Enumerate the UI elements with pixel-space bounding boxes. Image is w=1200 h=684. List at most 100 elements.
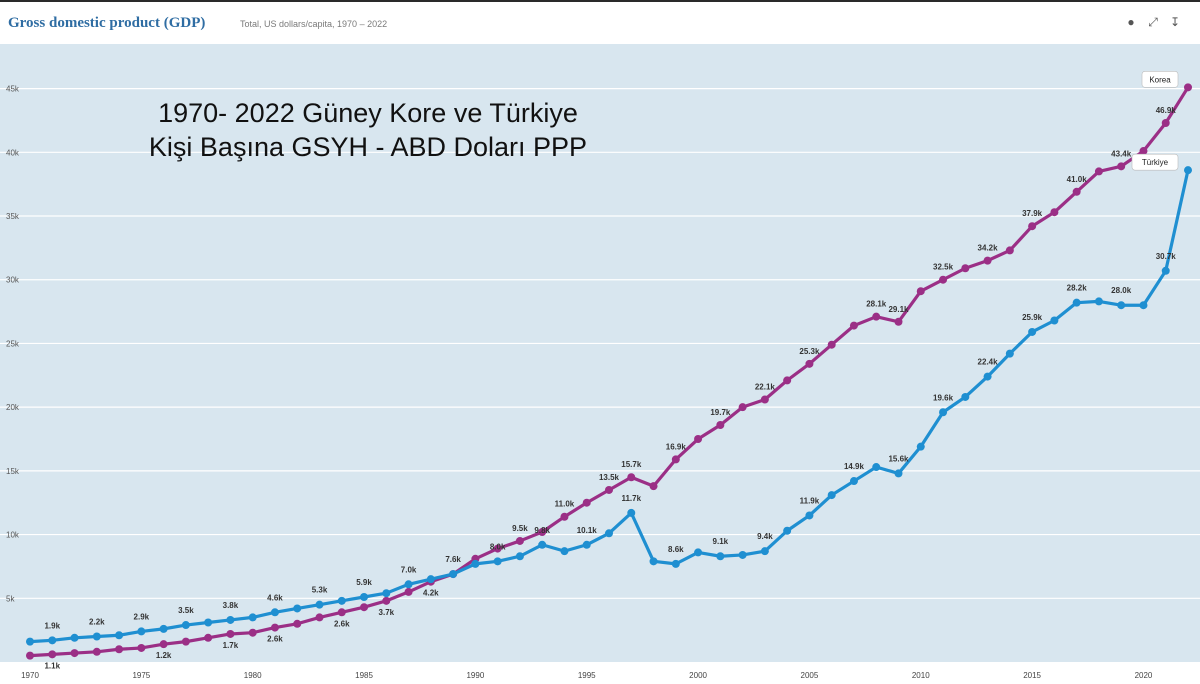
data-point[interactable] bbox=[1117, 162, 1126, 171]
data-point[interactable] bbox=[538, 528, 547, 537]
data-point[interactable] bbox=[1094, 297, 1103, 306]
data-point[interactable] bbox=[115, 631, 124, 640]
data-point[interactable] bbox=[872, 312, 881, 321]
data-point[interactable] bbox=[26, 637, 34, 646]
data-point[interactable] bbox=[1072, 298, 1081, 307]
data-point[interactable] bbox=[382, 589, 391, 598]
data-point[interactable] bbox=[939, 408, 948, 417]
data-point[interactable] bbox=[694, 548, 703, 557]
data-point[interactable] bbox=[159, 624, 168, 633]
download-icon[interactable]: ↧ bbox=[1169, 15, 1181, 29]
data-point[interactable] bbox=[760, 547, 769, 556]
data-point[interactable] bbox=[1184, 83, 1192, 92]
data-point[interactable] bbox=[738, 550, 747, 559]
data-point[interactable] bbox=[671, 559, 680, 568]
data-point[interactable] bbox=[515, 552, 524, 561]
data-point[interactable] bbox=[1028, 222, 1037, 231]
data-point[interactable] bbox=[627, 473, 636, 482]
data-point[interactable] bbox=[48, 650, 57, 659]
data-point[interactable] bbox=[605, 529, 613, 538]
info-icon[interactable]: ● bbox=[1127, 15, 1135, 29]
data-point[interactable] bbox=[48, 636, 57, 645]
data-point[interactable] bbox=[738, 403, 747, 412]
data-point[interactable] bbox=[449, 570, 458, 579]
data-point[interactable] bbox=[204, 618, 213, 627]
data-point[interactable] bbox=[894, 469, 903, 478]
data-point[interactable] bbox=[716, 552, 725, 561]
data-point[interactable] bbox=[70, 633, 79, 642]
data-point[interactable] bbox=[1161, 119, 1170, 128]
data-point[interactable] bbox=[515, 536, 524, 545]
data-point[interactable] bbox=[92, 632, 101, 641]
data-point[interactable] bbox=[627, 508, 636, 517]
data-point[interactable] bbox=[1072, 187, 1081, 196]
data-point[interactable] bbox=[983, 256, 992, 265]
data-point[interactable] bbox=[26, 651, 34, 660]
data-point[interactable] bbox=[849, 477, 858, 486]
data-point[interactable] bbox=[649, 557, 658, 566]
data-point[interactable] bbox=[894, 317, 903, 326]
data-point[interactable] bbox=[961, 392, 970, 401]
data-point[interactable] bbox=[226, 629, 235, 638]
data-point[interactable] bbox=[315, 600, 324, 609]
data-point[interactable] bbox=[582, 540, 591, 549]
data-point[interactable] bbox=[337, 596, 346, 605]
data-point[interactable] bbox=[939, 275, 948, 284]
data-point[interactable] bbox=[404, 580, 413, 589]
data-point[interactable] bbox=[270, 623, 279, 632]
data-point[interactable] bbox=[1005, 246, 1014, 255]
data-point[interactable] bbox=[115, 645, 124, 654]
data-point[interactable] bbox=[827, 491, 836, 500]
data-point[interactable] bbox=[783, 526, 792, 535]
data-point[interactable] bbox=[649, 482, 658, 491]
data-point[interactable] bbox=[293, 604, 302, 613]
data-point[interactable] bbox=[137, 627, 146, 636]
data-point[interactable] bbox=[270, 608, 279, 617]
data-point[interactable] bbox=[1050, 208, 1059, 217]
data-point[interactable] bbox=[805, 511, 814, 520]
data-point[interactable] bbox=[605, 485, 613, 494]
data-point[interactable] bbox=[872, 463, 881, 472]
expand-icon[interactable]: ⤢ bbox=[1148, 15, 1158, 29]
data-point[interactable] bbox=[783, 376, 792, 385]
data-point[interactable] bbox=[916, 287, 925, 296]
data-point[interactable] bbox=[716, 420, 725, 429]
data-point[interactable] bbox=[983, 372, 992, 381]
data-point[interactable] bbox=[538, 540, 547, 549]
data-point[interactable] bbox=[426, 575, 435, 584]
data-point[interactable] bbox=[493, 557, 502, 566]
data-point[interactable] bbox=[382, 596, 391, 605]
data-point[interactable] bbox=[137, 643, 146, 652]
data-point[interactable] bbox=[404, 587, 413, 596]
data-point[interactable] bbox=[671, 455, 680, 464]
data-point[interactable] bbox=[226, 615, 235, 624]
data-point[interactable] bbox=[827, 340, 836, 349]
data-point[interactable] bbox=[471, 559, 480, 568]
data-point[interactable] bbox=[760, 395, 769, 404]
data-point[interactable] bbox=[560, 512, 569, 521]
data-point[interactable] bbox=[1161, 266, 1170, 275]
data-point[interactable] bbox=[181, 637, 190, 646]
data-point[interactable] bbox=[805, 359, 814, 368]
data-point[interactable] bbox=[248, 628, 257, 637]
data-point[interactable] bbox=[293, 619, 302, 628]
data-point[interactable] bbox=[315, 613, 324, 622]
data-point[interactable] bbox=[1050, 316, 1059, 325]
data-point[interactable] bbox=[1139, 147, 1148, 156]
data-point[interactable] bbox=[248, 613, 257, 622]
data-point[interactable] bbox=[493, 544, 502, 553]
data-point[interactable] bbox=[1094, 167, 1103, 176]
data-point[interactable] bbox=[70, 649, 79, 658]
data-point[interactable] bbox=[337, 608, 346, 617]
data-point[interactable] bbox=[1184, 166, 1192, 175]
data-point[interactable] bbox=[204, 633, 213, 642]
data-point[interactable] bbox=[849, 321, 858, 330]
data-point[interactable] bbox=[159, 640, 168, 649]
data-point[interactable] bbox=[181, 621, 190, 630]
data-point[interactable] bbox=[1028, 327, 1037, 336]
data-point[interactable] bbox=[1139, 301, 1148, 310]
data-point[interactable] bbox=[560, 547, 569, 556]
data-point[interactable] bbox=[916, 442, 925, 451]
data-point[interactable] bbox=[961, 264, 970, 273]
data-point[interactable] bbox=[694, 435, 703, 444]
